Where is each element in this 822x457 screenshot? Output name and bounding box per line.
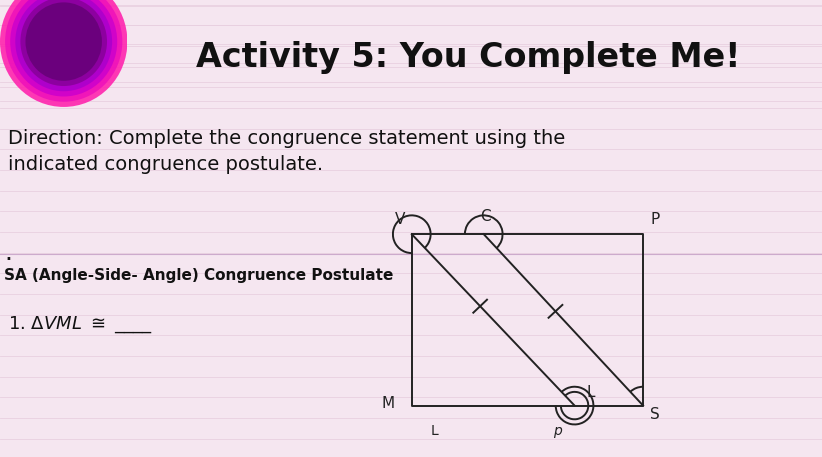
Text: L: L (587, 385, 595, 400)
Ellipse shape (21, 0, 107, 86)
Text: C: C (480, 209, 491, 224)
Text: S: S (650, 407, 660, 422)
Ellipse shape (0, 0, 127, 107)
Text: M: M (381, 396, 395, 411)
Text: Direction: Complete the congruence statement using the
indicated congruence post: Direction: Complete the congruence state… (8, 129, 566, 175)
Ellipse shape (5, 0, 122, 102)
Ellipse shape (16, 0, 112, 91)
Text: P: P (650, 213, 660, 227)
Text: 1. $\it{\Delta VML}$ $\cong$ ____: 1. $\it{\Delta VML}$ $\cong$ ____ (8, 315, 153, 335)
Ellipse shape (25, 2, 102, 81)
Text: p: p (553, 425, 561, 438)
Text: L: L (430, 425, 438, 438)
Ellipse shape (10, 0, 118, 96)
Text: .: . (4, 240, 12, 265)
Text: V: V (395, 213, 405, 227)
Text: SA (Angle-Side- Angle) Congruence Postulate: SA (Angle-Side- Angle) Congruence Postul… (4, 268, 394, 282)
Text: Activity 5: You Complete Me!: Activity 5: You Complete Me! (196, 41, 741, 74)
